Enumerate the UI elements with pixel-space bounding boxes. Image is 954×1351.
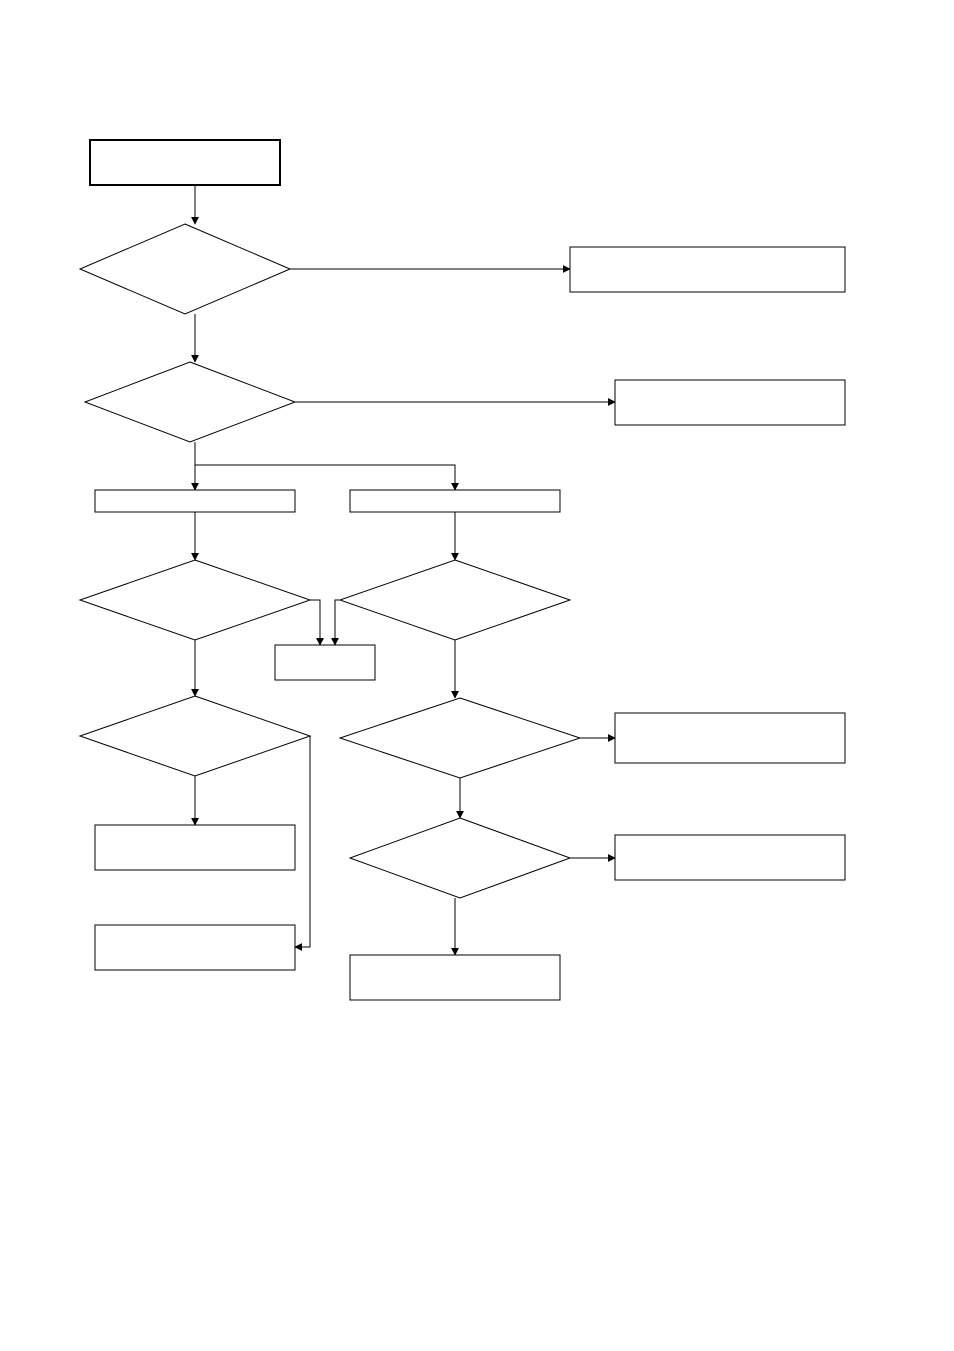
node-left-box (95, 490, 295, 512)
flowchart-canvas (0, 0, 954, 1351)
node-right-final (350, 955, 560, 1000)
node-d1 (80, 224, 290, 314)
node-left-final (95, 925, 295, 970)
node-d3-right (340, 560, 570, 640)
node-left-result (95, 825, 295, 870)
edge-d3-left-mid-small (310, 600, 320, 645)
node-start (90, 140, 280, 185)
edge-d2-fork-right-box (195, 465, 455, 490)
edge-d4-left-left-final (295, 736, 310, 947)
node-d4-left (80, 696, 310, 776)
node-d3-left (80, 560, 310, 640)
node-d2 (85, 362, 295, 442)
node-r5-right (615, 835, 845, 880)
node-mid-small (275, 645, 375, 680)
node-right-box (350, 490, 560, 512)
node-d4-right (340, 698, 580, 778)
edge-d3-right-mid-small (335, 600, 340, 645)
node-r1-right (570, 247, 845, 292)
node-r4-right (615, 713, 845, 763)
node-r2-right (615, 380, 845, 425)
node-d5-right (350, 818, 570, 898)
